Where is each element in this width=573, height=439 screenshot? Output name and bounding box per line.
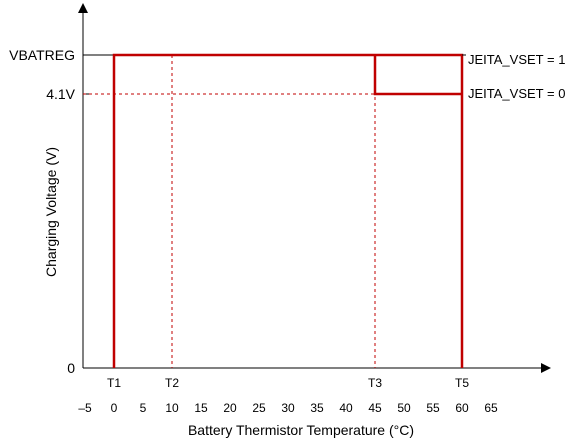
threshold-label-t5: T5 bbox=[455, 376, 469, 390]
x-tick-label: 50 bbox=[397, 401, 411, 415]
threshold-label-t3: T3 bbox=[368, 376, 382, 390]
x-tick-label: 40 bbox=[339, 401, 353, 415]
x-tick-label: 5 bbox=[140, 401, 147, 415]
y-axis-title: Charging Voltage (V) bbox=[43, 147, 59, 277]
y-tick-label-4-1v: 4.1V bbox=[46, 86, 75, 102]
x-tick-label: 25 bbox=[252, 401, 266, 415]
x-tick-label: –5 bbox=[78, 401, 92, 415]
series-line-jeita-vset-1 bbox=[112, 53, 464, 368]
x-tick-label: 15 bbox=[194, 401, 208, 415]
legend-jeita-vset-0: JEITA_VSET = 0 bbox=[468, 86, 565, 101]
threshold-label-t1: T1 bbox=[107, 376, 121, 390]
x-axis-title: Battery Thermistor Temperature (°C) bbox=[188, 422, 414, 438]
x-tick-label: 55 bbox=[426, 401, 440, 415]
series-line-jeita-vset-0 bbox=[373, 55, 462, 96]
x-tick-label: 10 bbox=[165, 401, 179, 415]
x-tick-label: 0 bbox=[111, 401, 118, 415]
y-tick-label-zero: 0 bbox=[67, 360, 75, 376]
x-tick-label: 20 bbox=[223, 401, 237, 415]
x-tick-label: 35 bbox=[310, 401, 324, 415]
threshold-label-t2: T2 bbox=[165, 376, 179, 390]
x-tick-label: 45 bbox=[368, 401, 382, 415]
x-tick-label: 60 bbox=[455, 401, 469, 415]
legend-jeita-vset-1: JEITA_VSET = 1 bbox=[468, 52, 565, 67]
x-tick-label: 65 bbox=[484, 401, 498, 415]
x-tick-label: 30 bbox=[281, 401, 295, 415]
y-tick-label-vbatreg: VBATREG bbox=[9, 47, 75, 63]
